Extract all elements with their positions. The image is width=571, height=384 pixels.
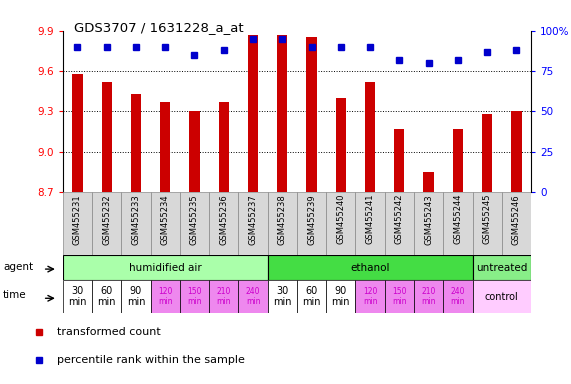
Text: 150
min: 150 min: [187, 287, 202, 306]
Bar: [424, 172, 434, 192]
Bar: [219, 102, 229, 192]
Bar: [180, 280, 209, 313]
Text: GSM455236: GSM455236: [219, 194, 228, 245]
Bar: [511, 111, 521, 192]
Bar: [326, 280, 355, 313]
Text: GDS3707 / 1631228_a_at: GDS3707 / 1631228_a_at: [74, 21, 244, 34]
Bar: [239, 280, 268, 313]
Text: GSM455242: GSM455242: [395, 194, 404, 244]
Bar: [63, 192, 92, 255]
Text: transformed count: transformed count: [57, 327, 160, 337]
Text: 30
min: 30 min: [68, 286, 87, 308]
Text: 120
min: 120 min: [158, 287, 172, 306]
Bar: [180, 192, 209, 255]
Bar: [473, 255, 531, 280]
Text: GSM455241: GSM455241: [365, 194, 375, 244]
Bar: [268, 280, 297, 313]
Bar: [248, 35, 258, 192]
Text: GSM455246: GSM455246: [512, 194, 521, 245]
Text: 60
min: 60 min: [98, 286, 116, 308]
Text: time: time: [3, 290, 27, 300]
Bar: [336, 98, 346, 192]
Text: 240
min: 240 min: [246, 287, 260, 306]
Bar: [414, 192, 443, 255]
Bar: [394, 129, 404, 192]
Text: 60
min: 60 min: [302, 286, 321, 308]
Bar: [277, 35, 287, 192]
Text: 30
min: 30 min: [273, 286, 292, 308]
Bar: [472, 192, 502, 255]
Text: 150
min: 150 min: [392, 287, 407, 306]
Bar: [92, 192, 121, 255]
Bar: [209, 280, 239, 313]
Text: GSM455238: GSM455238: [278, 194, 287, 245]
Bar: [151, 192, 180, 255]
Bar: [239, 192, 268, 255]
Text: 210
min: 210 min: [216, 287, 231, 306]
Text: control: control: [485, 291, 518, 302]
Text: GSM455233: GSM455233: [131, 194, 140, 245]
Bar: [355, 192, 385, 255]
Text: 240
min: 240 min: [451, 287, 465, 306]
Text: 90
min: 90 min: [127, 286, 145, 308]
Bar: [385, 280, 414, 313]
Bar: [63, 255, 268, 280]
Text: percentile rank within the sample: percentile rank within the sample: [57, 355, 245, 365]
Bar: [502, 192, 531, 255]
Bar: [122, 280, 151, 313]
Bar: [151, 280, 180, 313]
Text: GSM455245: GSM455245: [482, 194, 492, 244]
Bar: [355, 280, 385, 313]
Bar: [268, 192, 297, 255]
Text: GSM455240: GSM455240: [336, 194, 345, 244]
Text: GSM455244: GSM455244: [453, 194, 463, 244]
Bar: [121, 192, 151, 255]
Text: ethanol: ethanol: [351, 263, 390, 273]
Text: untreated: untreated: [476, 263, 528, 273]
Bar: [63, 280, 92, 313]
Text: GSM455234: GSM455234: [160, 194, 170, 245]
Text: GSM455235: GSM455235: [190, 194, 199, 245]
Bar: [102, 82, 112, 192]
Bar: [297, 280, 326, 313]
Bar: [482, 114, 492, 192]
Text: GSM455232: GSM455232: [102, 194, 111, 245]
Bar: [209, 192, 238, 255]
Text: agent: agent: [3, 262, 33, 271]
Text: GSM455231: GSM455231: [73, 194, 82, 245]
Text: 120
min: 120 min: [363, 287, 377, 306]
Bar: [365, 82, 375, 192]
Bar: [473, 280, 531, 313]
Text: humidified air: humidified air: [129, 263, 202, 273]
Text: 210
min: 210 min: [421, 287, 436, 306]
Bar: [268, 255, 473, 280]
Bar: [414, 280, 443, 313]
Bar: [307, 38, 317, 192]
Bar: [443, 192, 473, 255]
Bar: [326, 192, 355, 255]
Text: GSM455243: GSM455243: [424, 194, 433, 245]
Bar: [190, 111, 200, 192]
Text: GSM455239: GSM455239: [307, 194, 316, 245]
Bar: [443, 280, 473, 313]
Bar: [385, 192, 414, 255]
Bar: [160, 102, 170, 192]
Bar: [73, 74, 83, 192]
Bar: [297, 192, 326, 255]
Bar: [92, 280, 122, 313]
Text: GSM455237: GSM455237: [248, 194, 258, 245]
Bar: [453, 129, 463, 192]
Bar: [131, 94, 141, 192]
Text: 90
min: 90 min: [332, 286, 350, 308]
